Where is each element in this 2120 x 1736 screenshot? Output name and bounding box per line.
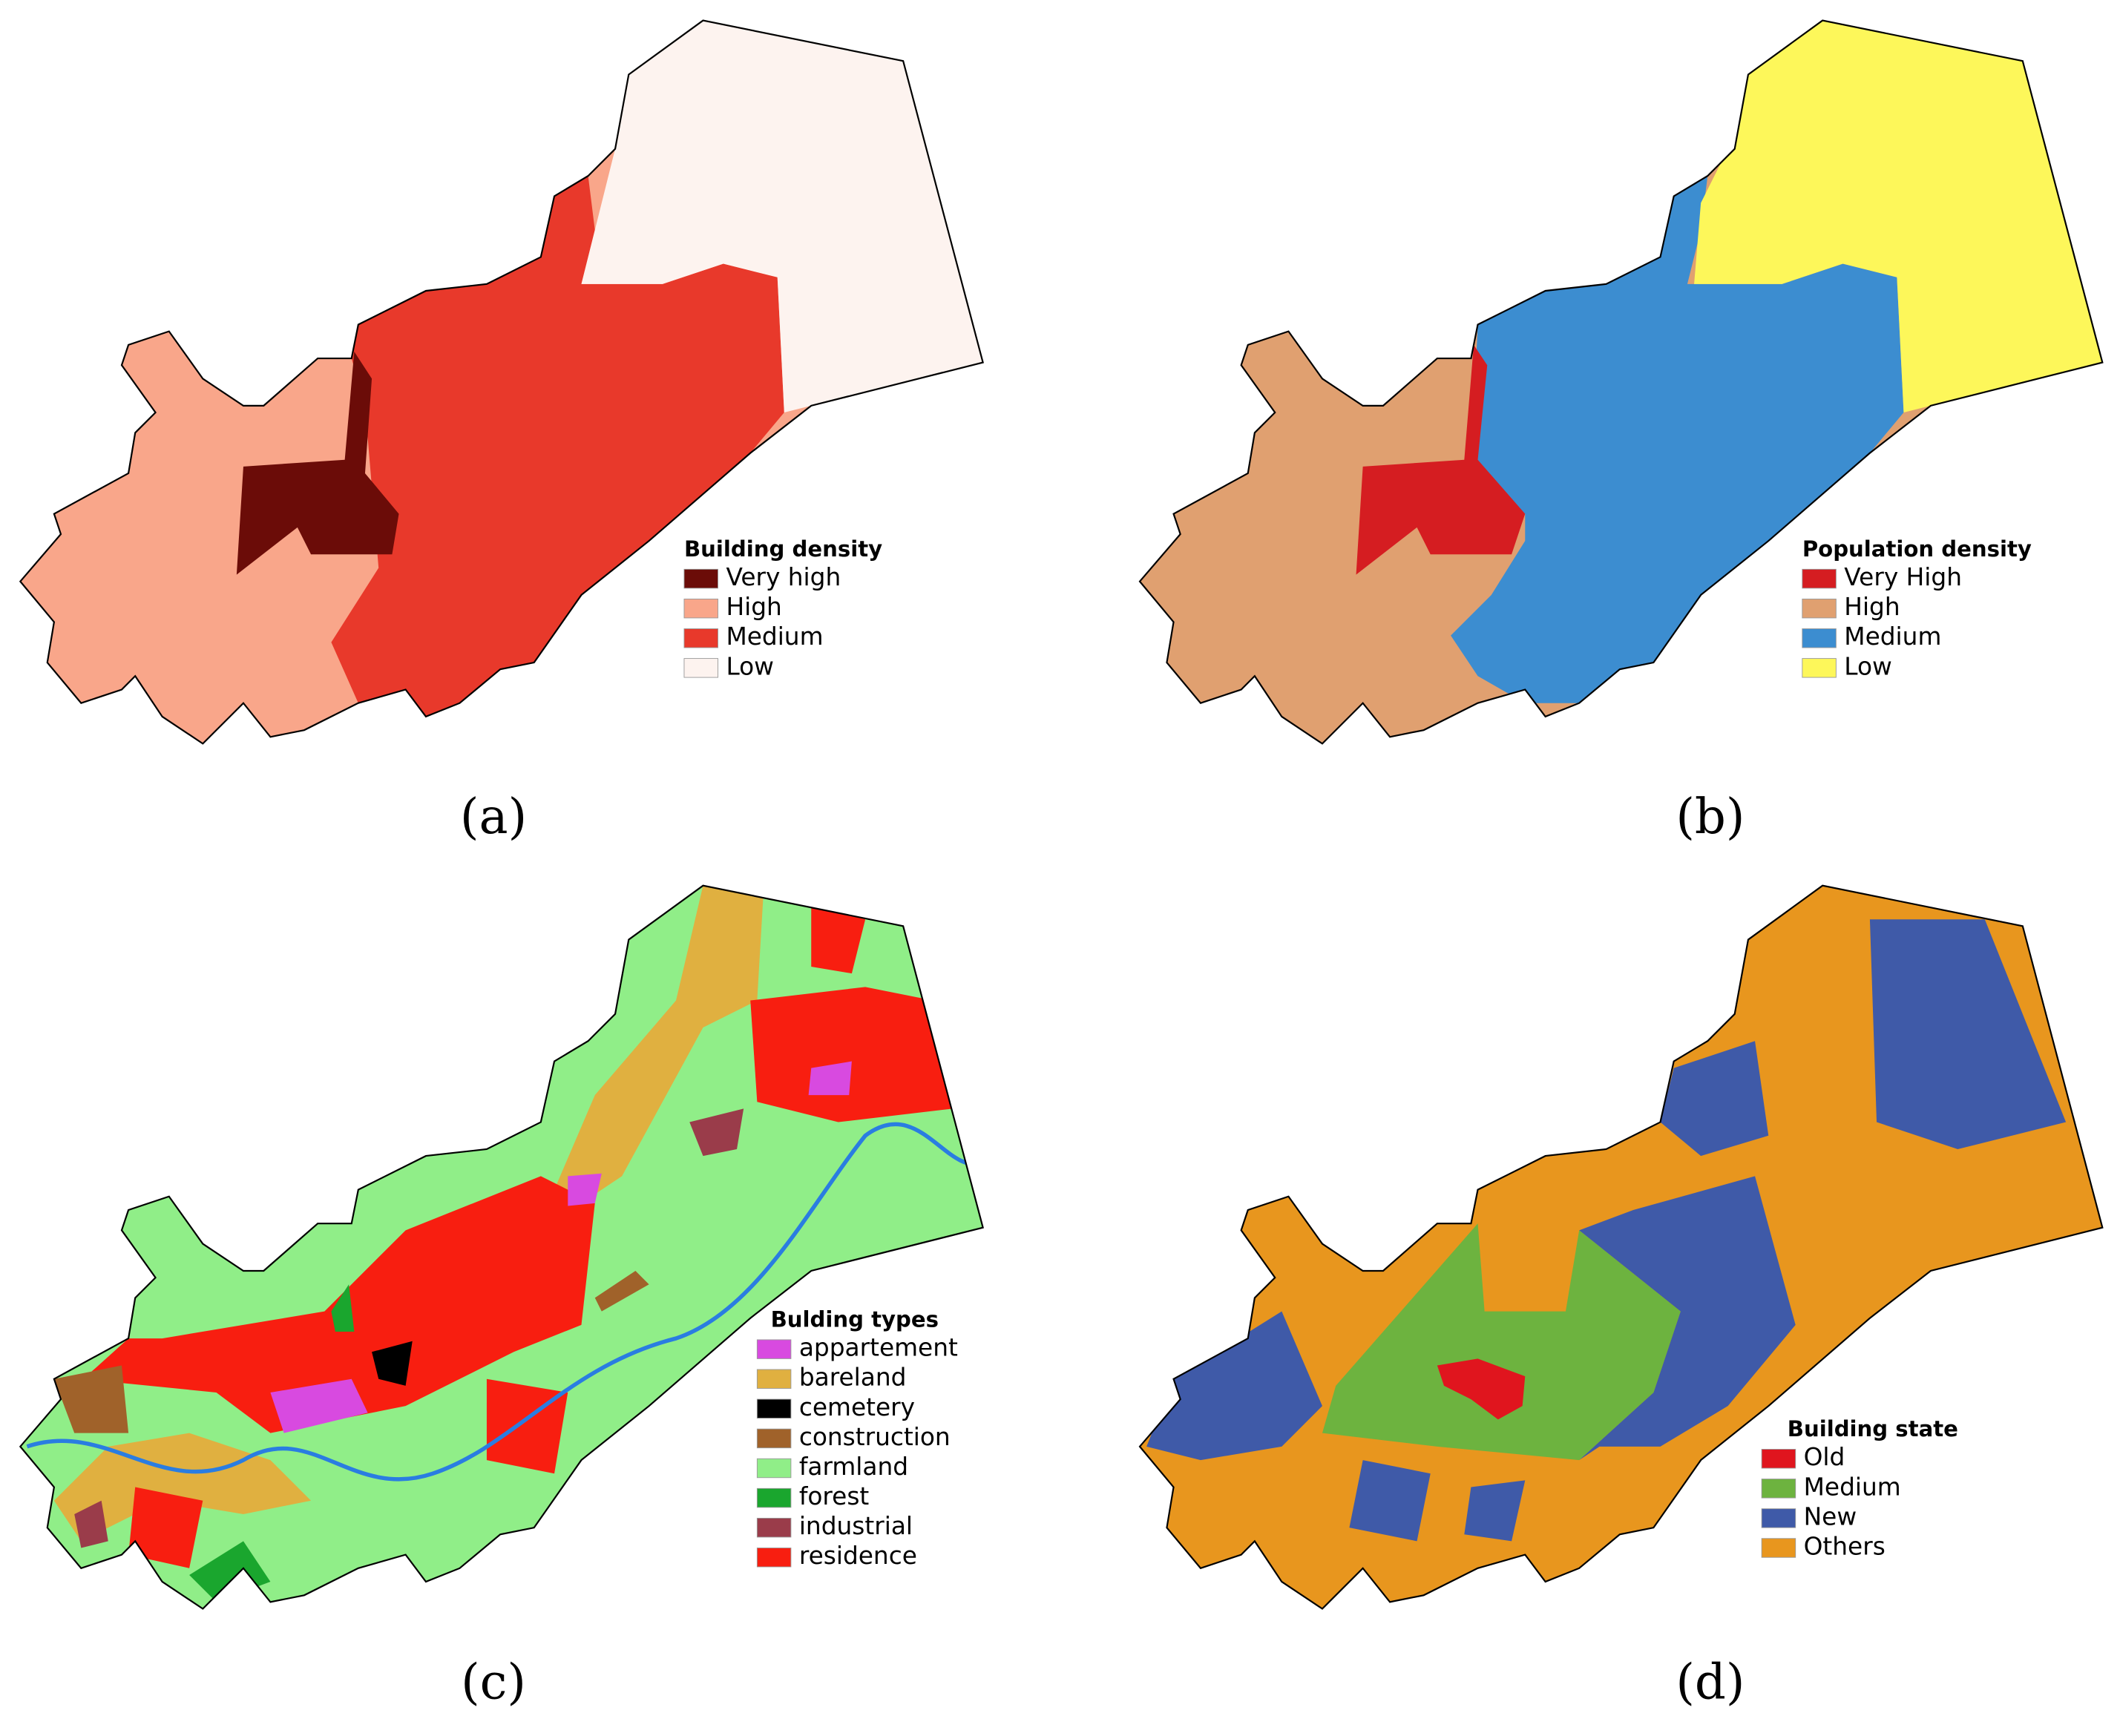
legend-swatch <box>1761 1508 1796 1528</box>
region <box>1356 344 1526 575</box>
legend-label: appartement <box>799 1334 958 1362</box>
river <box>26 1122 983 1482</box>
region <box>689 1108 744 1157</box>
caption: (c) <box>461 1654 526 1710</box>
map-panel <box>1138 884 2104 1610</box>
legend-swatch <box>756 1458 792 1479</box>
region <box>27 1176 595 1433</box>
region <box>331 1284 355 1332</box>
legend-label: Old <box>1804 1443 1845 1471</box>
legend-label: industrial <box>799 1512 913 1540</box>
legend-label: cemetery <box>799 1393 915 1421</box>
region <box>808 1061 852 1096</box>
region <box>74 1500 108 1548</box>
legend-label: bareland <box>799 1364 907 1392</box>
region <box>372 1341 413 1386</box>
region <box>750 987 954 1122</box>
legend-swatch <box>756 1369 792 1389</box>
region <box>1869 919 2067 1149</box>
region <box>128 1487 203 1568</box>
legend-label: Others <box>1804 1532 1886 1560</box>
legend-label: Very high <box>726 563 841 591</box>
region <box>1146 1311 1322 1461</box>
caption: (b) <box>1676 789 1745 845</box>
legend-swatch <box>1761 1538 1796 1558</box>
region <box>331 176 784 717</box>
region <box>1694 20 2103 412</box>
legend-swatch <box>683 598 718 619</box>
legend-swatch <box>756 1548 792 1568</box>
region <box>1437 1358 1526 1420</box>
caption: (d) <box>1676 1654 1745 1710</box>
legend-swatch <box>756 1517 792 1538</box>
legend-title: Population density <box>1802 536 2032 562</box>
legend-swatch <box>1802 568 1837 589</box>
legend-label: Medium <box>726 622 823 651</box>
map <box>1140 20 2103 744</box>
map <box>1140 885 2103 1609</box>
region <box>554 885 764 1203</box>
legend-swatch <box>1761 1449 1796 1469</box>
legend-swatch <box>683 658 718 678</box>
legend-label: Medium <box>1804 1473 1901 1501</box>
region <box>486 1378 568 1474</box>
region <box>1451 176 1904 703</box>
legend-label: construction <box>799 1423 951 1451</box>
region <box>1660 1041 1769 1157</box>
region <box>1464 1480 1526 1542</box>
map-panel <box>19 19 984 745</box>
legend-swatch <box>1802 598 1837 619</box>
legend-swatch <box>756 1339 792 1359</box>
legend-label: Very High <box>1844 563 1962 591</box>
legend-label: Medium <box>1844 622 1941 651</box>
legend-label: Low <box>726 652 774 680</box>
legend-swatch <box>683 568 718 589</box>
legend-label: forest <box>799 1482 870 1510</box>
legend-label: farmland <box>799 1453 908 1481</box>
region <box>594 1270 649 1312</box>
map-panel <box>19 884 984 1610</box>
region <box>53 1365 129 1433</box>
legend-title: Building density <box>684 536 882 562</box>
map-panel <box>1138 19 2104 745</box>
region <box>1349 1460 1431 1542</box>
region <box>236 351 399 575</box>
region <box>581 20 983 412</box>
map <box>20 885 983 1609</box>
caption: (a) <box>460 789 527 845</box>
legend-swatch <box>1802 628 1837 648</box>
region <box>1579 1176 1796 1461</box>
legend-swatch <box>756 1487 792 1508</box>
legend-swatch <box>1802 658 1837 678</box>
region <box>811 906 866 974</box>
region <box>1322 1223 1681 1461</box>
map <box>20 20 983 744</box>
region <box>568 1173 602 1206</box>
legend-title: Bulding types <box>771 1306 939 1332</box>
legend-swatch <box>1761 1479 1796 1499</box>
legend-swatch <box>756 1428 792 1449</box>
legend-label: High <box>1844 593 1900 621</box>
legend-swatch <box>683 628 718 648</box>
legend-label: High <box>726 593 781 621</box>
legend-label: residence <box>799 1542 917 1570</box>
region <box>270 1378 368 1433</box>
legend-label: New <box>1804 1502 1857 1530</box>
legend-swatch <box>756 1398 792 1419</box>
legend-label: Low <box>1844 652 1892 680</box>
legend-title: Building state <box>1788 1416 1958 1441</box>
